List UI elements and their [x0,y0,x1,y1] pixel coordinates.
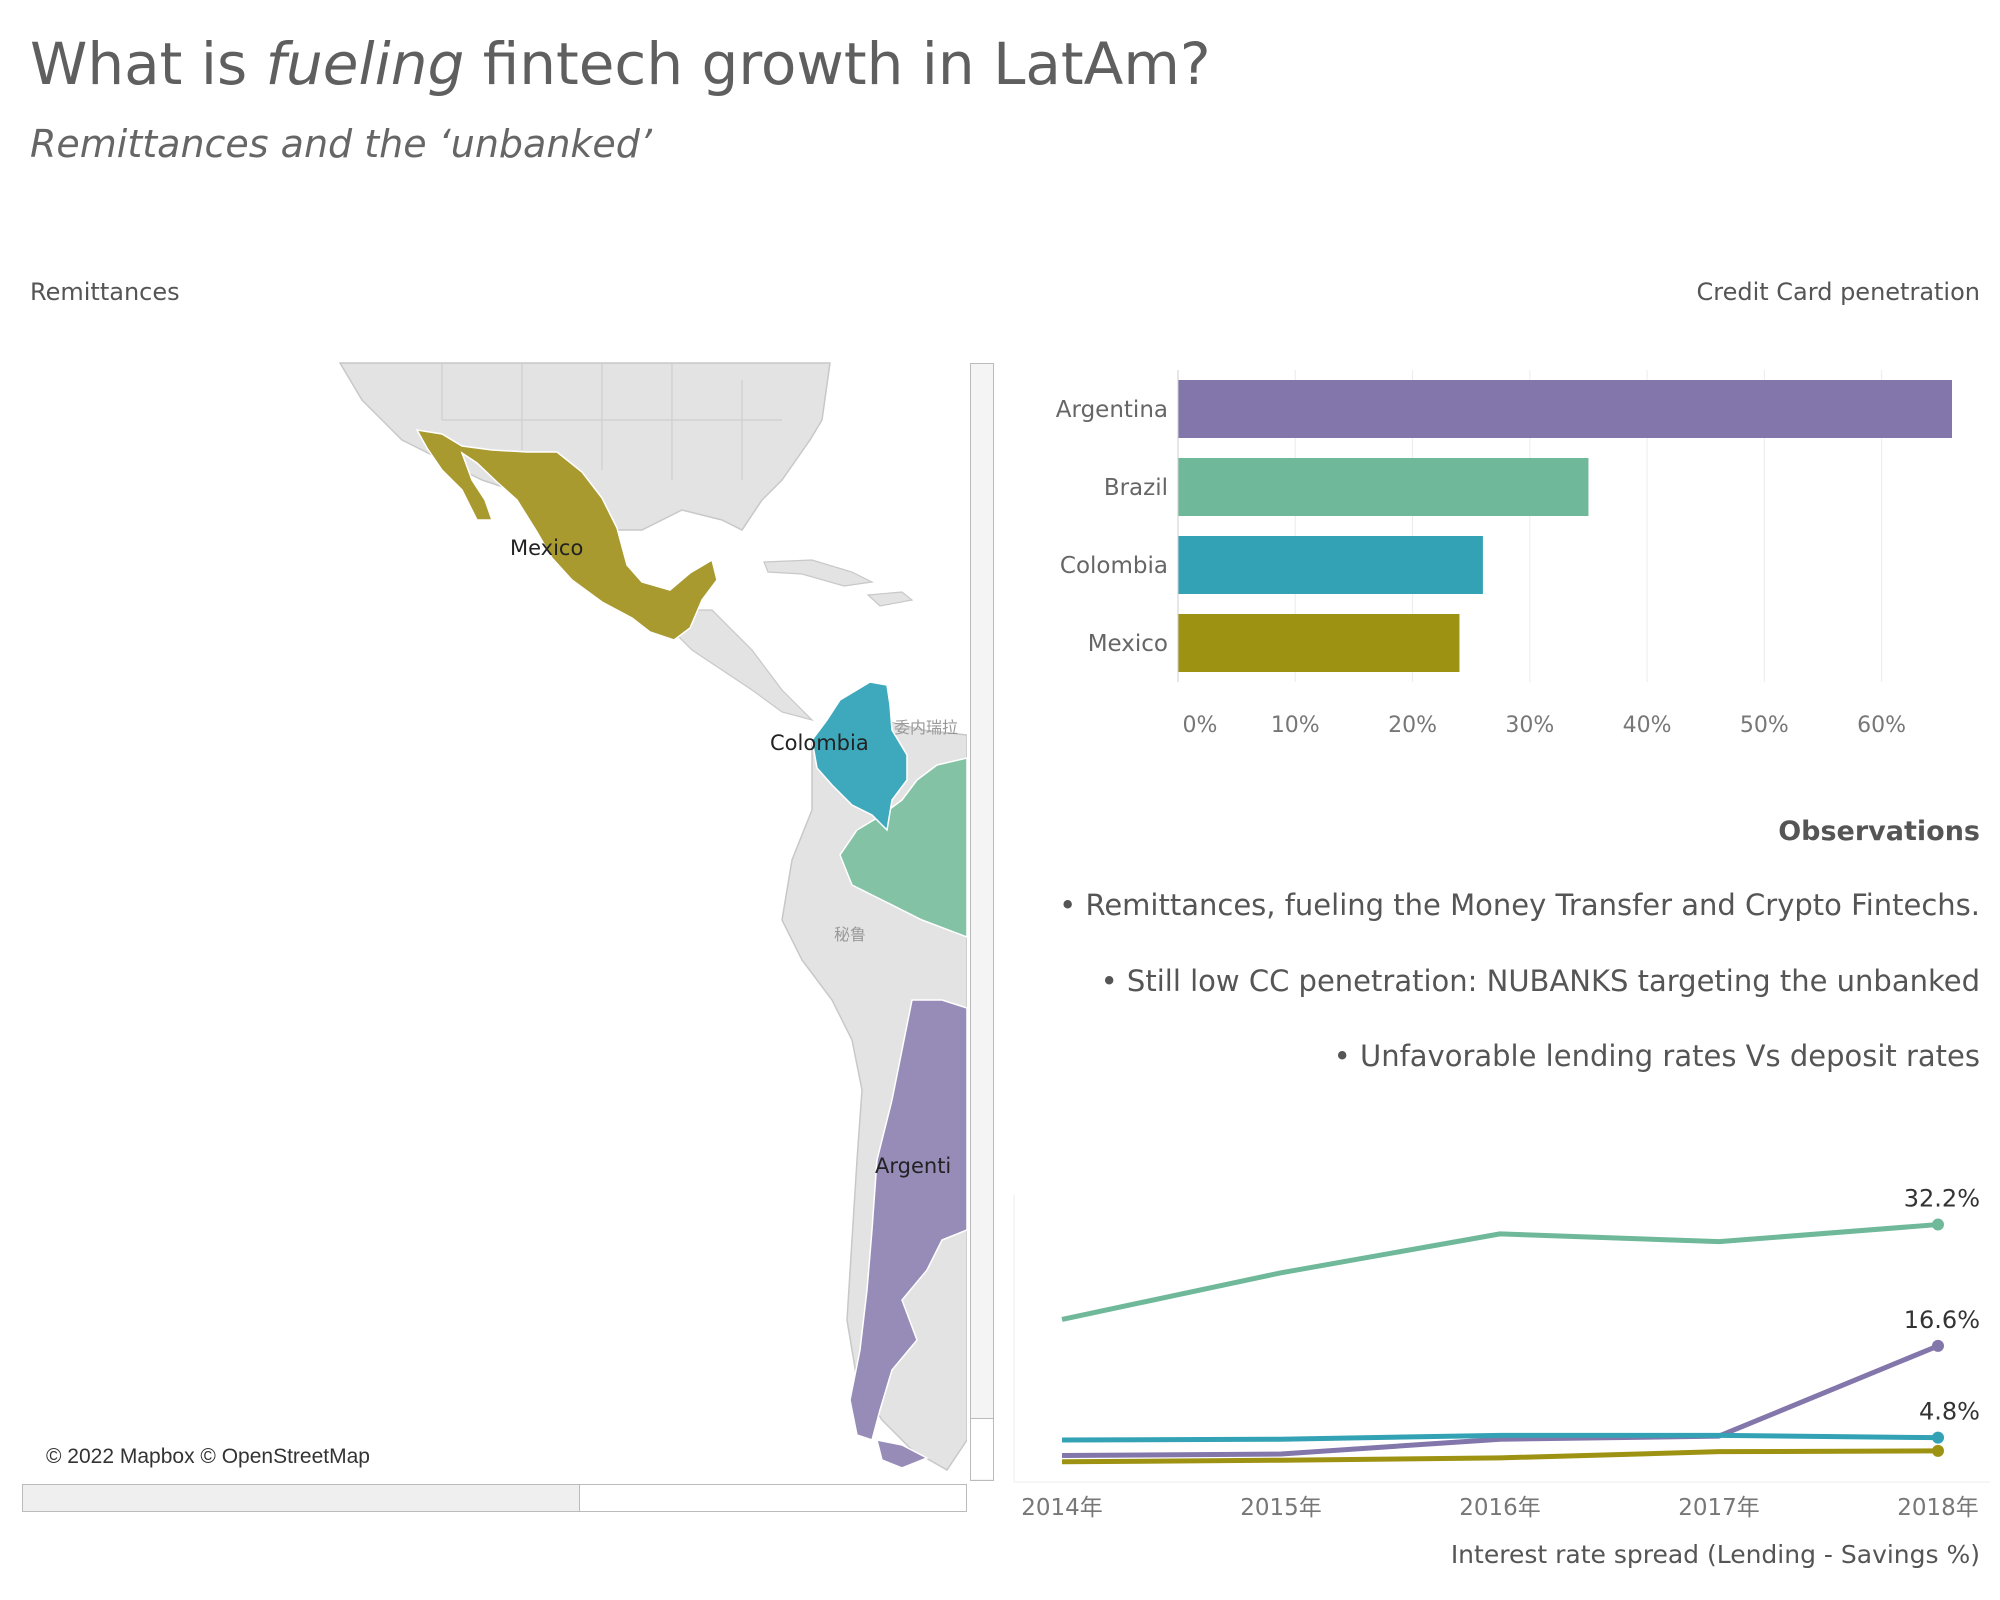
map-horizontal-scrollbar[interactable] [22,1484,967,1512]
x-tick-label: 0% [1183,713,1218,738]
x-tick-label: 60% [1857,713,1906,738]
x-tick-label: 20% [1388,713,1437,738]
map-title: Remittances [30,278,180,306]
series-line [1061,1343,1939,1459]
credit-card-bar-chart: 0% 10% 20% 30% 40% 50% 60% Argentina Brazil Colom… [1056,370,1952,738]
bar [1178,536,1483,594]
category-label: Mexico [1088,631,1168,657]
page-title: What is fueling fintech growth in LatAm? [30,30,1211,98]
page-subtitle: Remittances and the ‘unbanked’ [30,122,653,166]
x-tick-label: 2018年 [1897,1495,1979,1520]
map-label-colombia: Colombia [770,731,869,755]
x-tick-label: 10% [1271,713,1320,738]
tierra-del-fuego [875,1439,929,1469]
series-line [1061,1432,1939,1443]
central-america-region [669,609,815,722]
hispaniola-region [866,591,914,607]
map-vertical-scrollbar[interactable] [970,363,994,1481]
map-label-mexico: Mexico [510,536,583,560]
interest-spread-line-chart: 32.2% 16.6% 4.8% 2014年 2015年 2016年 2017年 2018年 [1013,1185,1990,1520]
argentina-region [849,999,967,1441]
map-label-argentina: Argenti [875,1154,951,1178]
interest-spread-title: Interest rate spread (Lending - Savings … [1450,1540,1980,1569]
mexico-region [415,429,718,641]
x-tick-label: 40% [1623,713,1672,738]
series-line [1061,1222,1939,1322]
observations-title: Observations [1778,816,1980,847]
x-tick-label: 2016年 [1459,1495,1541,1520]
series-end-label: 4.8% [1919,1398,1980,1426]
series-end-label: 16.6% [1904,1306,1980,1334]
x-tick-label: 2017年 [1678,1495,1760,1520]
map-horizontal-scroll-thumb[interactable] [23,1485,580,1511]
observation-item-1: • Remittances, fueling the Money Transfe… [1059,888,1980,922]
title-part-2: fintech growth in LatAm? [464,30,1211,98]
remittances-map[interactable]: Mexico Colombia Argenti 委内瑞拉 秘鲁 © 2022 M… [22,360,997,1512]
series-end-point [1932,1444,1944,1457]
map-label-venezuela: 委内瑞拉 [894,718,958,737]
observation-item-2: • Still low CC penetration: NUBANKS targ… [1100,964,1980,998]
x-tick-label: 50% [1740,713,1789,738]
x-tick-label: 2014年 [1021,1495,1103,1520]
map-canvas[interactable]: Mexico Colombia Argenti 委内瑞拉 秘鲁 [22,360,967,1480]
observation-item-3: • Unfavorable lending rates Vs deposit r… [1333,1039,1980,1073]
category-label: Colombia [1060,553,1168,579]
map-attribution: © 2022 Mapbox © OpenStreetMap [40,1443,376,1471]
cuba-region [763,559,874,587]
x-tick-label: 30% [1505,713,1554,738]
bar [1178,458,1589,516]
credit-card-title: Credit Card penetration [1696,278,1980,306]
x-tick-label: 2015年 [1240,1495,1322,1520]
category-label: Argentina [1056,397,1168,423]
series-end-point [1932,1339,1944,1352]
map-vertical-scroll-thumb[interactable] [971,1418,993,1479]
colombia-region [811,681,908,832]
series-end-point [1932,1431,1944,1444]
usa-state-lines [441,363,782,480]
title-part-1: What is [30,30,266,98]
category-label: Brazil [1104,475,1168,501]
map-label-peru: 秘鲁 [834,925,866,944]
bar [1178,380,1952,438]
series-end-point [1932,1218,1944,1231]
brazil-region [839,757,967,938]
bar [1178,614,1460,672]
series-line [1061,1448,1939,1465]
series-end-label: 32.2% [1904,1185,1980,1213]
title-emphasis: fueling [265,30,465,98]
